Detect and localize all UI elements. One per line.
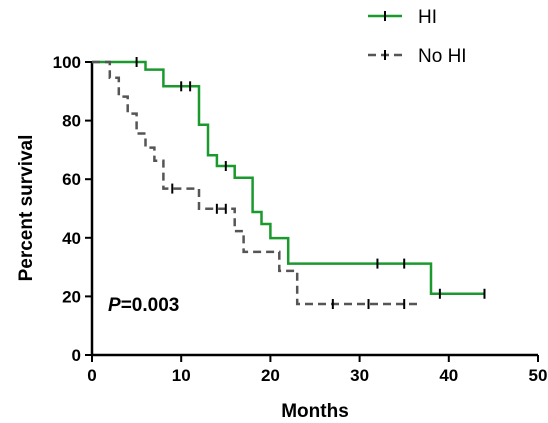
p-value-number: =0.003 bbox=[121, 295, 180, 316]
legend-label-hi: HI bbox=[418, 7, 437, 28]
axes bbox=[90, 62, 538, 357]
survival-curve-no-hi bbox=[92, 60, 422, 306]
series-no-hi bbox=[92, 60, 422, 310]
y-tick-label: 60 bbox=[62, 170, 81, 189]
x-tick-label: 40 bbox=[439, 366, 458, 385]
x-tick-label: 50 bbox=[529, 366, 548, 385]
legend-label-no-hi: No HI bbox=[418, 46, 467, 67]
x-tick-label: 20 bbox=[261, 366, 280, 385]
x-tick-label: 30 bbox=[350, 366, 369, 385]
p-value-annotation: P=0.003 bbox=[108, 295, 179, 316]
y-axis-title: Percent survival bbox=[16, 135, 37, 282]
y-tick-label: 20 bbox=[62, 287, 81, 306]
p-value-symbol: P bbox=[108, 295, 121, 316]
x-tick-label: 0 bbox=[87, 366, 96, 385]
y-tick-label: 40 bbox=[62, 229, 81, 248]
ticks-layer: 0 10 20 30 40 50 0 20 40 60 80 100 bbox=[53, 53, 548, 385]
legend-item-no-hi: No HI bbox=[368, 46, 467, 67]
y-tick-label: 0 bbox=[72, 346, 81, 365]
series-hi bbox=[92, 57, 486, 299]
x-axis-title: Months bbox=[281, 401, 349, 422]
survival-curve-hi bbox=[92, 60, 485, 296]
y-tick-label: 80 bbox=[62, 112, 81, 131]
x-tick-label: 10 bbox=[172, 366, 191, 385]
series-layer bbox=[92, 57, 486, 310]
y-tick-label: 100 bbox=[53, 53, 81, 72]
legend-item-hi: HI bbox=[368, 7, 437, 28]
legend: HI No HI bbox=[368, 7, 467, 67]
